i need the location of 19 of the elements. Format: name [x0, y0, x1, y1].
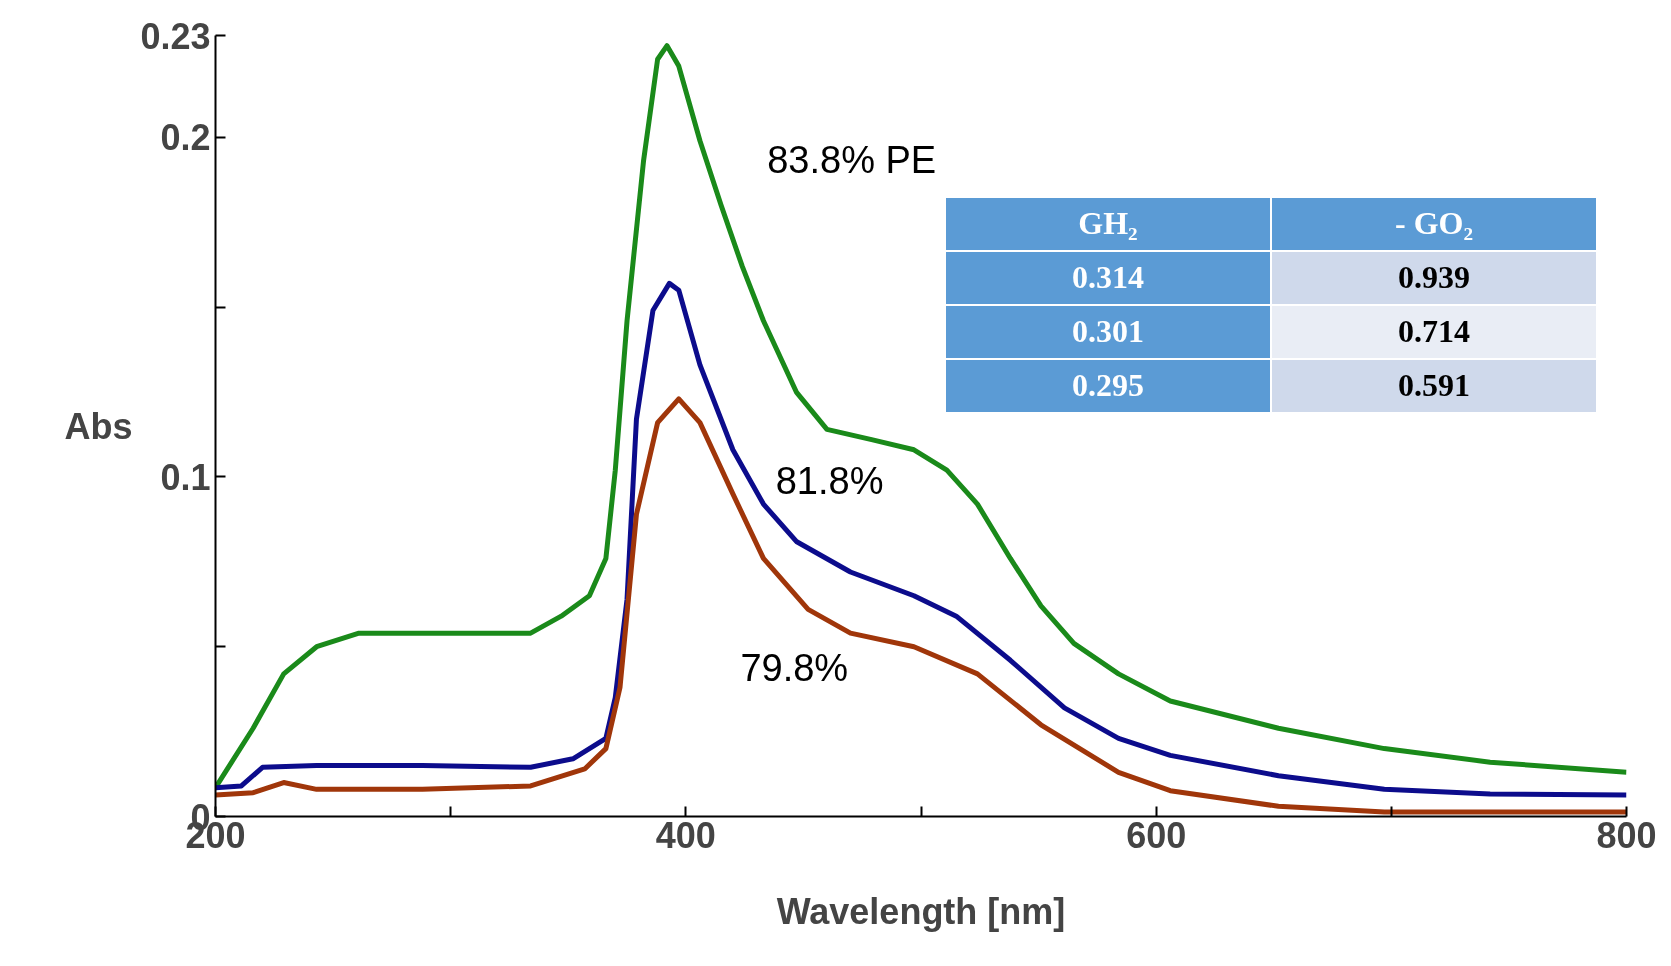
- y-tick-label: 0.2: [160, 117, 211, 159]
- annotation: 0.591: [1271, 359, 1597, 413]
- y-tick-label: 0.23: [140, 15, 211, 57]
- y-axis-title: Abs: [64, 405, 133, 447]
- annotation: 81.8%: [775, 459, 884, 502]
- annotation: 79.8%: [740, 647, 849, 690]
- annotation: - GO₂: [1271, 197, 1597, 251]
- x-axis-title: Wavelength [nm]: [776, 890, 1066, 932]
- annotation: 83.8% PE: [767, 139, 937, 182]
- annotation: 0.939: [1271, 251, 1597, 305]
- x-tick-label: 800: [1596, 814, 1657, 856]
- annotation: GH₂: [945, 197, 1271, 251]
- annotation: 0.301: [945, 305, 1271, 359]
- x-tick-label: 400: [655, 814, 716, 856]
- annotation: 0.714: [1271, 305, 1597, 359]
- y-tick-label: 0.1: [160, 456, 211, 498]
- x-tick-label: 600: [1126, 814, 1187, 856]
- annotation: 0.314: [945, 251, 1271, 305]
- annotation: 0.295: [945, 359, 1271, 413]
